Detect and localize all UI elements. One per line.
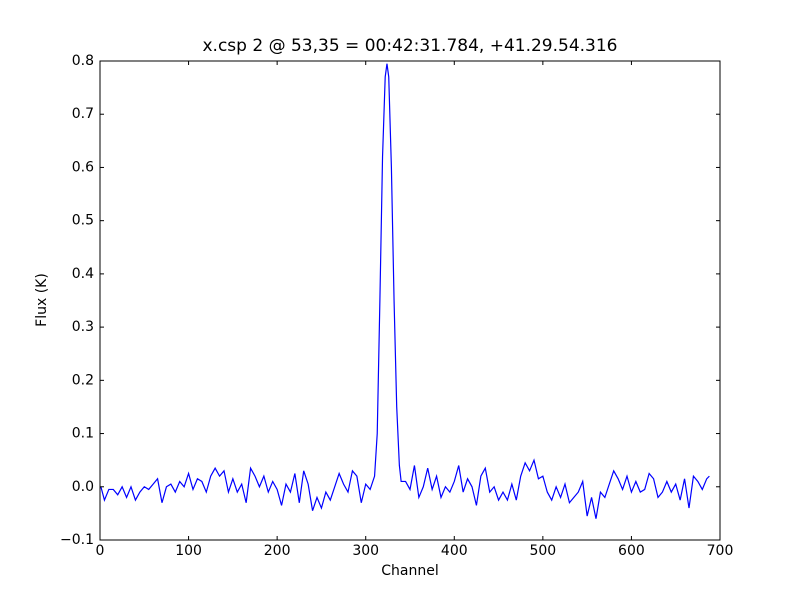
x-tick-label: 500 bbox=[529, 543, 556, 559]
y-tick-label: 0.6 bbox=[72, 159, 94, 175]
x-tick-label: 200 bbox=[264, 543, 291, 559]
y-tick-label: 0.5 bbox=[72, 213, 94, 229]
y-axis-label: Flux (K) bbox=[34, 273, 50, 327]
x-tick-label: 100 bbox=[175, 543, 202, 559]
x-tick-label: 0 bbox=[96, 543, 105, 559]
y-tick-label: −0.1 bbox=[60, 532, 94, 548]
data-line bbox=[100, 63, 710, 519]
y-tick-label: 0.4 bbox=[72, 266, 94, 282]
y-tick-label: 0.7 bbox=[72, 106, 94, 122]
x-tick-label: 700 bbox=[707, 543, 734, 559]
y-tick-label: 0.3 bbox=[72, 319, 94, 335]
plot-frame bbox=[99, 60, 721, 541]
chart-title: x.csp 2 @ 53,35 = 00:42:31.784, +41.29.5… bbox=[202, 36, 617, 56]
x-tick-label: 300 bbox=[352, 543, 379, 559]
x-axis-label: Channel bbox=[381, 563, 438, 579]
x-tick-label: 400 bbox=[441, 543, 468, 559]
y-tick-label: 0.1 bbox=[72, 426, 94, 442]
y-tick-label: 0.2 bbox=[72, 372, 94, 388]
y-tick-label: 0.8 bbox=[72, 53, 94, 69]
y-tick-label: 0.0 bbox=[72, 479, 94, 495]
x-tick-label: 600 bbox=[618, 543, 645, 559]
